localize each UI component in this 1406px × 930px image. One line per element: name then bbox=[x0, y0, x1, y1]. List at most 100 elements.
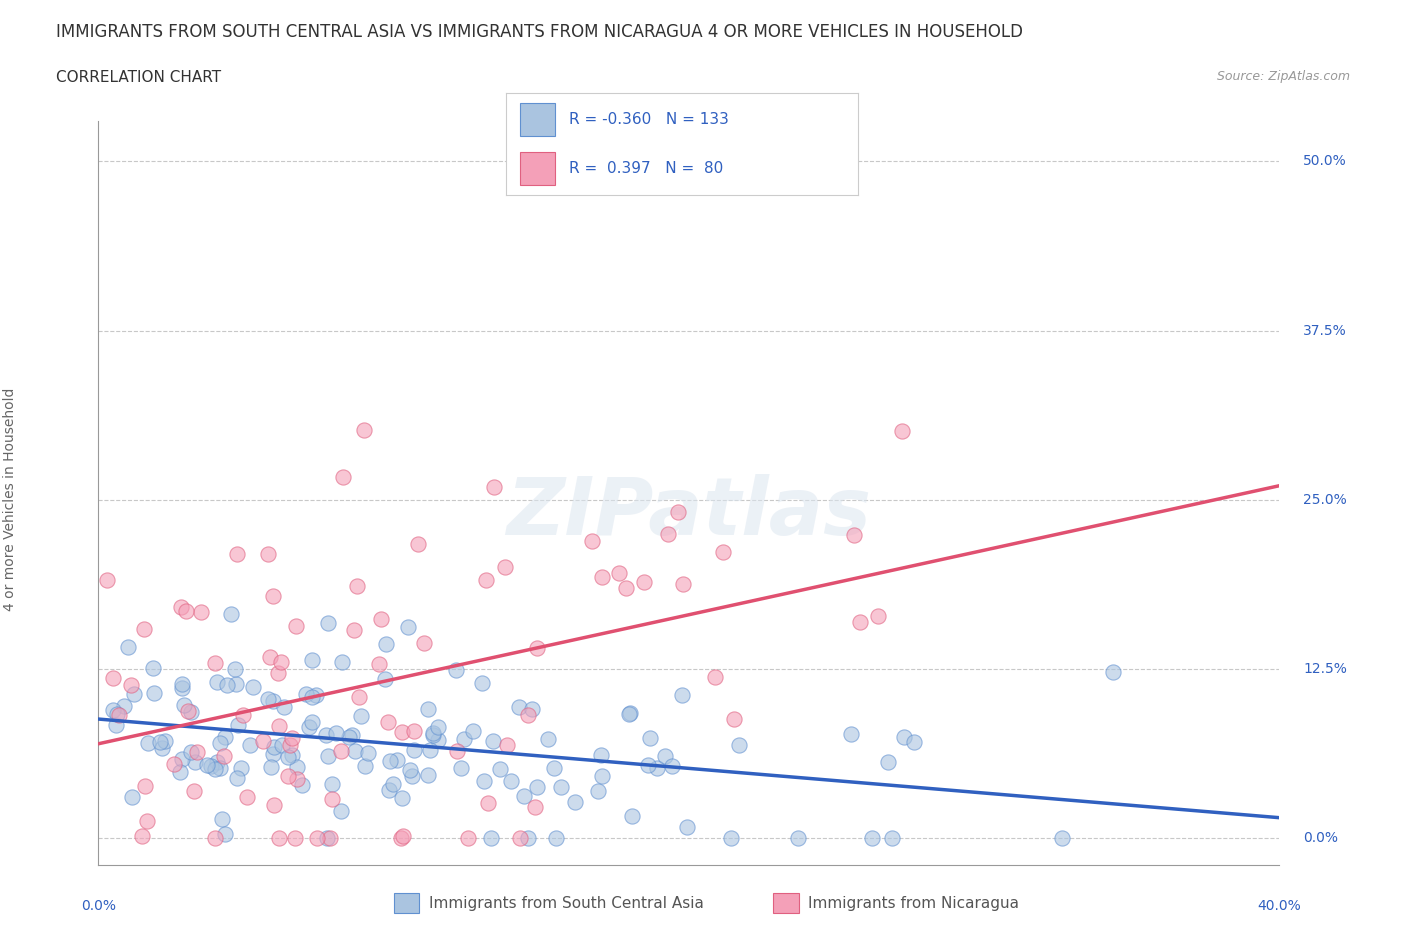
Point bbox=[260, 759, 283, 774]
Point bbox=[263, 740, 285, 755]
Text: ZIPatlas: ZIPatlas bbox=[506, 474, 872, 552]
Point bbox=[633, 574, 655, 589]
Point bbox=[316, 616, 339, 631]
Text: 25.0%: 25.0% bbox=[1303, 493, 1347, 507]
Point bbox=[346, 578, 368, 593]
Point bbox=[727, 737, 749, 752]
Point bbox=[661, 759, 683, 774]
Point bbox=[169, 764, 191, 779]
Point bbox=[1050, 830, 1073, 845]
Point bbox=[267, 719, 290, 734]
Point bbox=[134, 778, 156, 793]
Point bbox=[787, 830, 810, 845]
Point bbox=[285, 759, 308, 774]
Point bbox=[586, 783, 609, 798]
Point bbox=[517, 707, 540, 722]
Point bbox=[236, 790, 259, 804]
Point bbox=[315, 728, 337, 743]
Point bbox=[96, 573, 118, 588]
Point bbox=[450, 761, 472, 776]
Point bbox=[860, 830, 883, 845]
Point bbox=[703, 670, 725, 684]
Point bbox=[357, 746, 380, 761]
Point bbox=[426, 733, 449, 748]
Point bbox=[453, 731, 475, 746]
Point bbox=[204, 656, 226, 671]
Point bbox=[501, 774, 523, 789]
Point bbox=[546, 830, 568, 845]
Point bbox=[104, 718, 127, 733]
Point bbox=[153, 734, 176, 749]
Point bbox=[315, 830, 337, 845]
Text: R =  0.397   N =  80: R = 0.397 N = 80 bbox=[569, 161, 724, 176]
Point bbox=[508, 699, 530, 714]
Point bbox=[225, 546, 247, 561]
Point bbox=[370, 612, 392, 627]
Point bbox=[305, 830, 328, 845]
Text: Immigrants from South Central Asia: Immigrants from South Central Asia bbox=[429, 896, 704, 910]
Point bbox=[295, 686, 318, 701]
Text: 12.5%: 12.5% bbox=[1303, 662, 1347, 676]
Point bbox=[868, 608, 890, 623]
Point bbox=[330, 804, 353, 818]
Point bbox=[184, 755, 207, 770]
Point bbox=[419, 742, 441, 757]
Point bbox=[211, 812, 233, 827]
Point bbox=[277, 769, 299, 784]
Point bbox=[671, 687, 693, 702]
Point bbox=[657, 526, 679, 541]
Point bbox=[205, 755, 228, 770]
Point bbox=[391, 790, 413, 805]
Point bbox=[509, 830, 531, 845]
Point bbox=[195, 758, 218, 773]
Point bbox=[252, 734, 274, 749]
Point bbox=[262, 747, 284, 762]
Point bbox=[183, 784, 205, 799]
Point bbox=[332, 470, 354, 485]
Point bbox=[319, 830, 342, 845]
Point bbox=[267, 666, 290, 681]
Point bbox=[494, 560, 516, 575]
Point bbox=[517, 830, 540, 845]
Text: 37.5%: 37.5% bbox=[1303, 324, 1347, 338]
Point bbox=[446, 743, 468, 758]
Point bbox=[526, 641, 548, 656]
Point bbox=[891, 423, 914, 438]
Point bbox=[340, 727, 363, 742]
Point bbox=[112, 698, 135, 713]
Point bbox=[382, 777, 405, 792]
Point bbox=[385, 752, 408, 767]
Point bbox=[117, 639, 139, 654]
Point bbox=[353, 422, 375, 437]
Point bbox=[208, 761, 231, 776]
Point bbox=[170, 680, 193, 695]
Point bbox=[301, 652, 323, 667]
Point bbox=[524, 799, 547, 814]
Text: 4 or more Vehicles in Household: 4 or more Vehicles in Household bbox=[3, 388, 17, 611]
Point bbox=[495, 737, 517, 752]
Point bbox=[270, 655, 292, 670]
Point bbox=[108, 708, 131, 723]
Point bbox=[489, 762, 512, 777]
Point bbox=[581, 534, 603, 549]
Point bbox=[173, 698, 195, 712]
Point bbox=[637, 758, 659, 773]
Point bbox=[190, 604, 212, 619]
Point bbox=[332, 655, 354, 670]
Point bbox=[402, 743, 425, 758]
Point bbox=[844, 528, 866, 543]
Point bbox=[839, 726, 862, 741]
Point bbox=[298, 720, 321, 735]
Point bbox=[619, 705, 641, 720]
Point bbox=[848, 615, 870, 630]
Point bbox=[389, 830, 412, 845]
Point bbox=[215, 678, 238, 693]
Point bbox=[378, 753, 401, 768]
Point bbox=[163, 757, 186, 772]
Point bbox=[219, 607, 242, 622]
Point bbox=[257, 546, 280, 561]
Point bbox=[226, 717, 249, 732]
Point bbox=[321, 791, 343, 806]
Point bbox=[180, 744, 202, 759]
Point bbox=[391, 829, 413, 844]
